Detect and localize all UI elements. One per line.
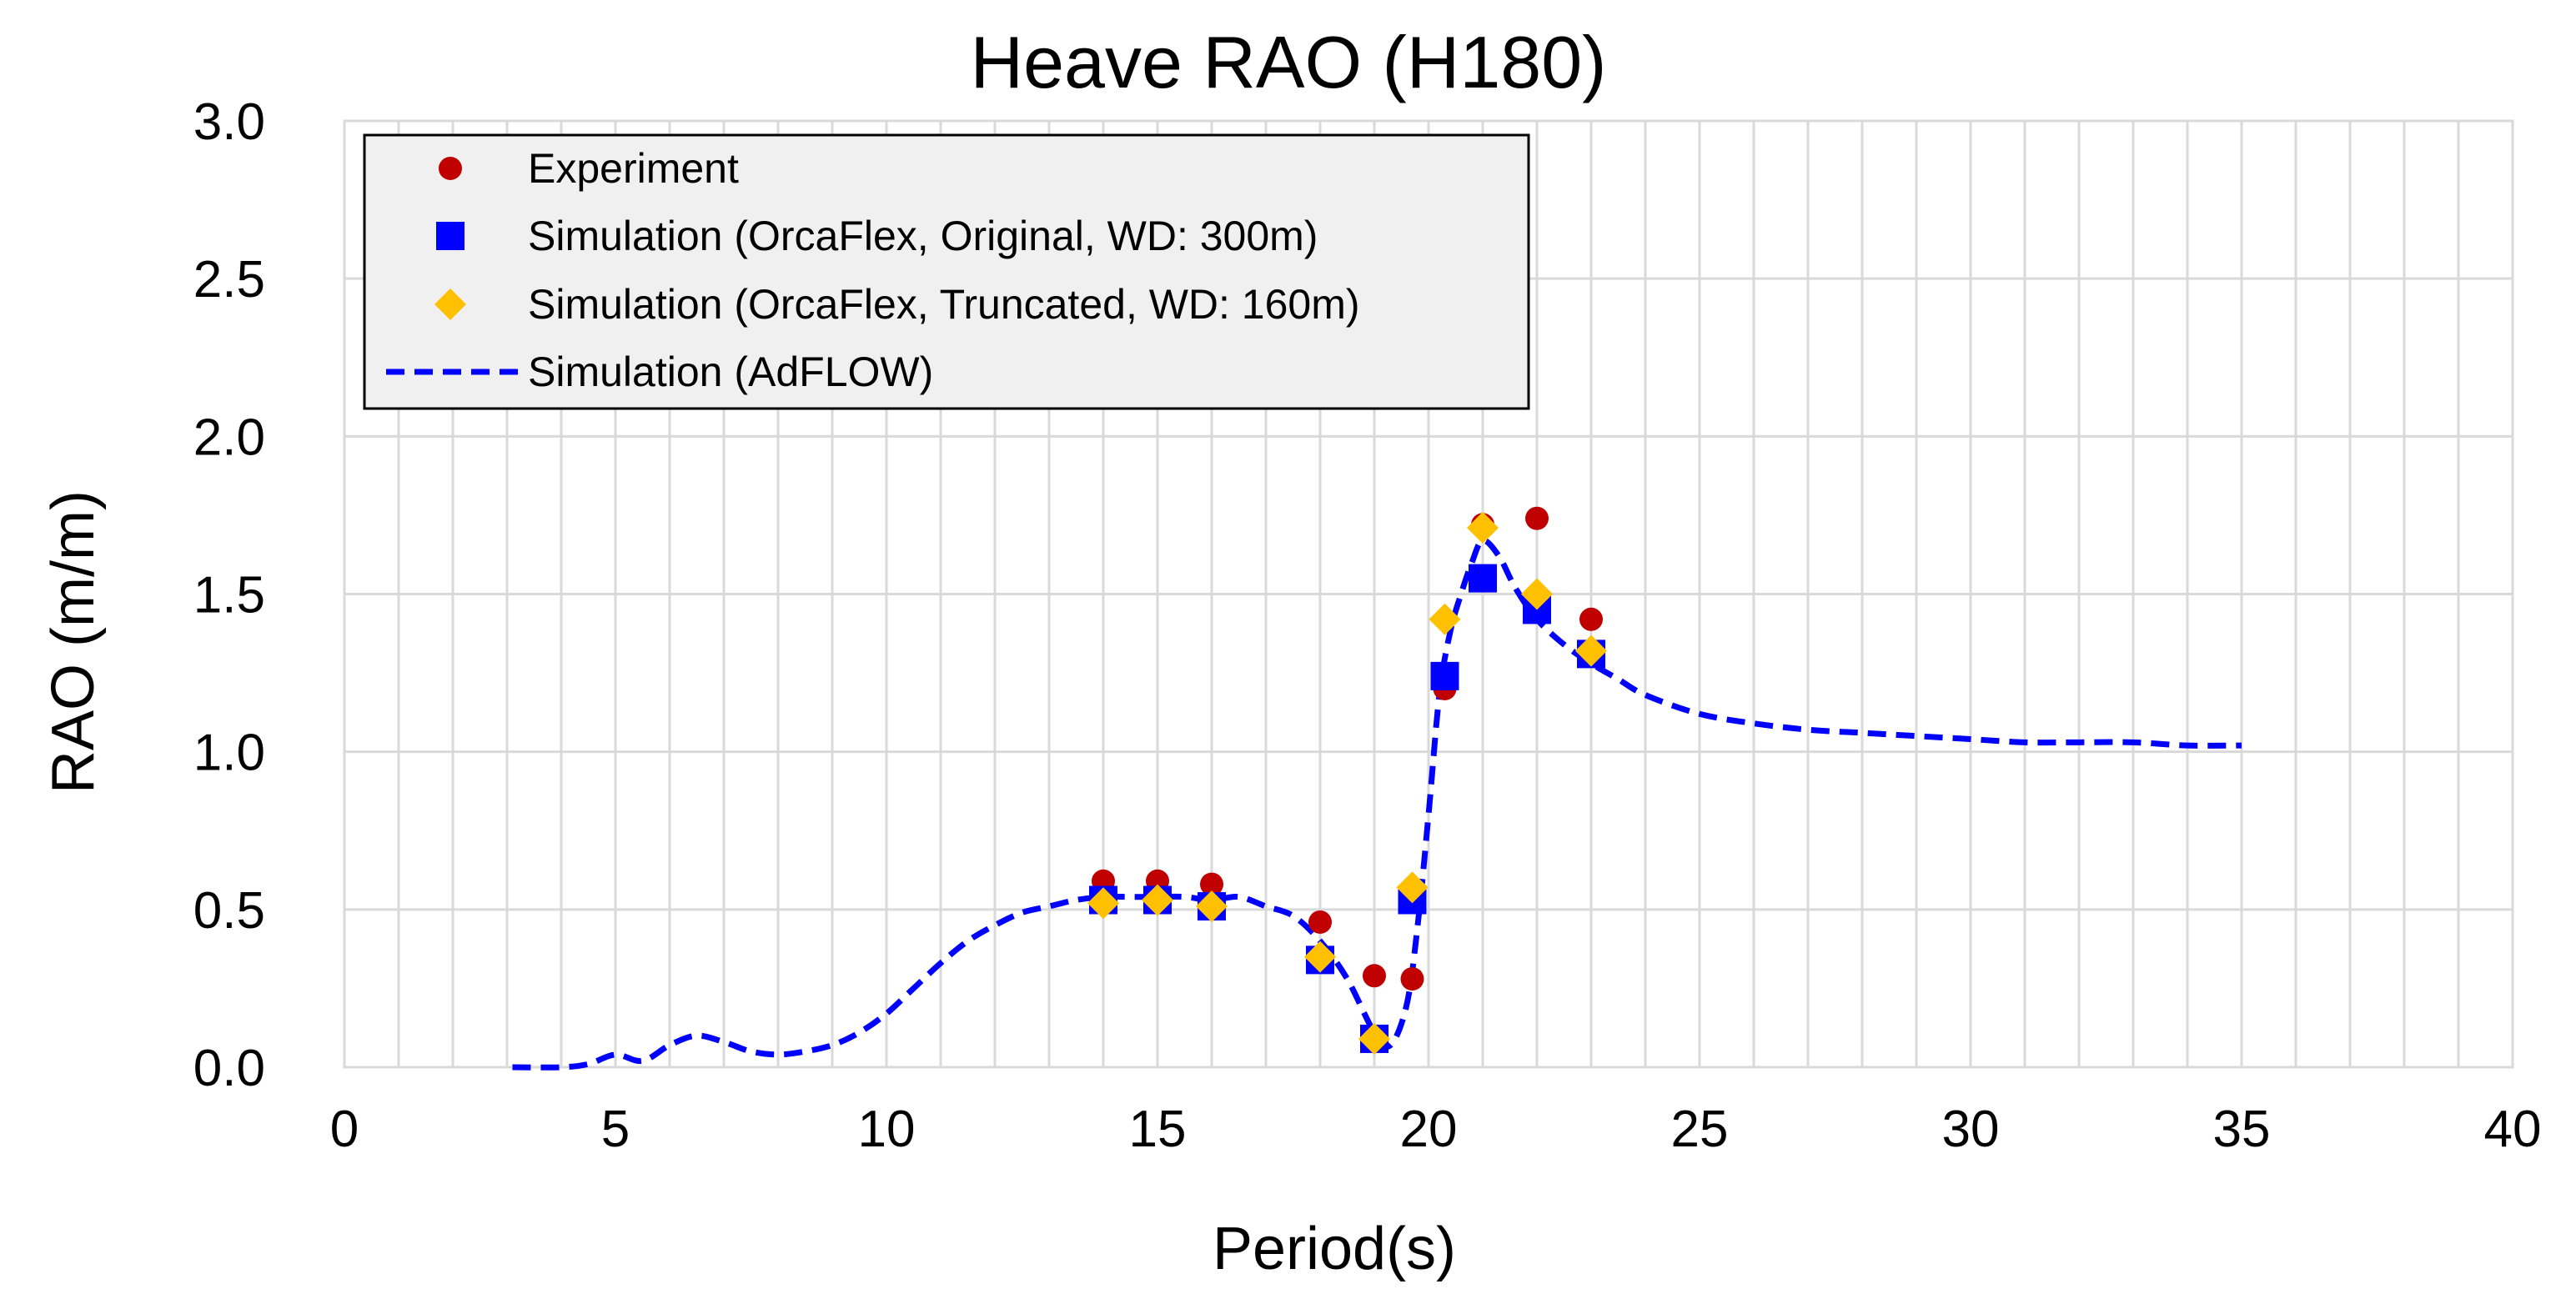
y-tick-label: 2.0 [193,409,265,466]
experiment-point [1525,506,1549,530]
adflow-line-layer [512,537,2242,1071]
orcaflex-truncated-point [1467,512,1499,544]
y-tick-label: 3.0 [193,93,265,151]
x-tick-label: 40 [2484,1101,2542,1158]
adflow-simulation-line [512,537,2242,1071]
experiment-point [1363,964,1386,988]
x-tick-label: 20 [1400,1101,1458,1158]
x-tick-label: 0 [330,1101,359,1158]
orcaflex-truncated-point [1429,603,1461,635]
plot-area-frame [343,119,2514,1069]
experiment-point [1308,910,1332,934]
legend: Experiment Simulation (OrcaFlex, Original… [363,133,1530,410]
experiment-point-series [1092,506,1603,991]
experiment-point [1200,872,1223,896]
chart-title: Heave RAO (H180) [971,21,1607,103]
y-tick-label: 0.5 [193,882,265,940]
y-tick-label: 0.0 [193,1040,265,1097]
orcaflex-truncated-point-series [1087,512,1607,1055]
legend-box [363,133,1530,410]
y-tick-label: 2.5 [193,251,265,308]
legend-swatch-orcaflex-truncated-point [434,288,466,320]
legend-label: Experiment [528,145,739,192]
x-tick-label: 25 [1671,1101,1729,1158]
legend-swatch-orcaflex-original-point [436,222,464,250]
orcaflex-original-point [1469,564,1497,593]
orcaflex-original-point-series [1089,564,1605,1053]
orcaflex-truncated-point [1358,1022,1390,1055]
x-tick-label: 5 [601,1101,630,1158]
orcaflex-truncated-point [1575,634,1607,667]
y-tick-label: 1.0 [193,725,265,782]
orcaflex-truncated-point [1304,940,1336,973]
orcaflex-truncated-point [1521,578,1553,610]
legend-label: Simulation (AdFLOW) [528,349,933,395]
y-axis-title: RAO (m/m) [40,490,107,794]
x-tick-label: 35 [2213,1101,2271,1158]
legend-swatch-experiment-point [439,157,462,180]
orcaflex-truncated-point [1142,884,1173,916]
legend-label: Simulation (OrcaFlex, Original, WD: 300m… [528,213,1318,259]
y-tick-label: 1.5 [193,567,265,624]
axes: 0 5 10 15 20 25 30 35 40 0.0 0.5 1.0 1.5 2.0 2.5 3.0 [193,93,2542,1158]
x-axis-title: Period(s) [1213,1216,1456,1282]
x-tick-label: 10 [858,1101,916,1158]
orcaflex-truncated-point [1196,890,1228,923]
orcaflex-original-point [1430,661,1459,690]
marker-layer [1087,506,1607,1055]
orcaflex-truncated-point [1396,871,1429,904]
experiment-point [1400,967,1424,991]
x-tick-label: 30 [1942,1101,2000,1158]
legend-label: Simulation (OrcaFlex, Truncated, WD: 160… [528,281,1360,328]
x-tick-label: 15 [1129,1101,1187,1158]
orcaflex-truncated-point [1087,887,1119,920]
experiment-point [1579,607,1603,631]
